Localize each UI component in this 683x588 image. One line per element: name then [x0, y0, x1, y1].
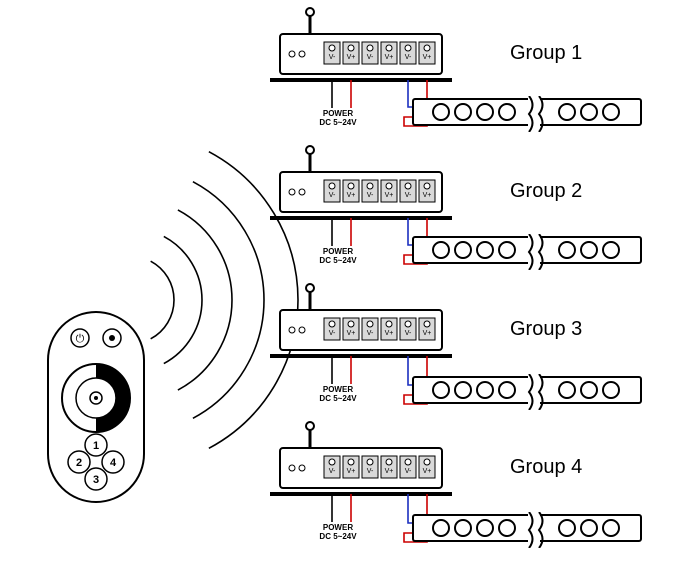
terminal-label: V+	[345, 54, 357, 61]
terminal-label: V-	[364, 330, 376, 337]
svg-text:1: 1	[93, 440, 99, 452]
svg-text:4: 4	[110, 457, 117, 469]
terminal-label: V+	[383, 468, 395, 475]
terminal-label: V-	[402, 468, 414, 475]
power-label: POWERDC 5~24V	[308, 524, 368, 542]
terminal-label: V-	[364, 54, 376, 61]
terminal-label: V+	[421, 192, 433, 199]
terminal-label: V+	[345, 330, 357, 337]
terminal-label: V+	[421, 468, 433, 475]
terminal-label: V-	[326, 330, 338, 337]
terminal-label: V+	[421, 330, 433, 337]
group-label: Group 1	[510, 42, 582, 65]
led-strip	[412, 98, 642, 126]
group-label: Group 2	[510, 180, 582, 203]
terminal-label: V+	[345, 192, 357, 199]
terminal-label: V-	[402, 192, 414, 199]
power-label: POWERDC 5~24V	[308, 110, 368, 128]
terminal-label: V-	[402, 54, 414, 61]
terminal-label: V+	[421, 54, 433, 61]
terminal-label: V-	[326, 468, 338, 475]
terminal-label: V+	[383, 54, 395, 61]
terminal-label: V-	[326, 192, 338, 199]
power-label: POWERDC 5~24V	[308, 248, 368, 266]
terminal-label: V-	[326, 54, 338, 61]
terminal-label: V-	[402, 330, 414, 337]
group-label: Group 3	[510, 318, 582, 341]
power-label: POWERDC 5~24V	[308, 386, 368, 404]
terminal-label: V+	[383, 330, 395, 337]
svg-text:3: 3	[93, 474, 99, 486]
terminal-label: V-	[364, 192, 376, 199]
group-label: Group 4	[510, 456, 582, 479]
svg-text:⏻: ⏻	[76, 333, 85, 345]
led-strip	[412, 236, 642, 264]
terminal-label: V+	[383, 192, 395, 199]
terminal-label: V-	[364, 468, 376, 475]
led-strip	[412, 376, 642, 404]
terminal-label: V+	[345, 468, 357, 475]
svg-text:2: 2	[76, 457, 82, 469]
led-strip	[412, 514, 642, 542]
